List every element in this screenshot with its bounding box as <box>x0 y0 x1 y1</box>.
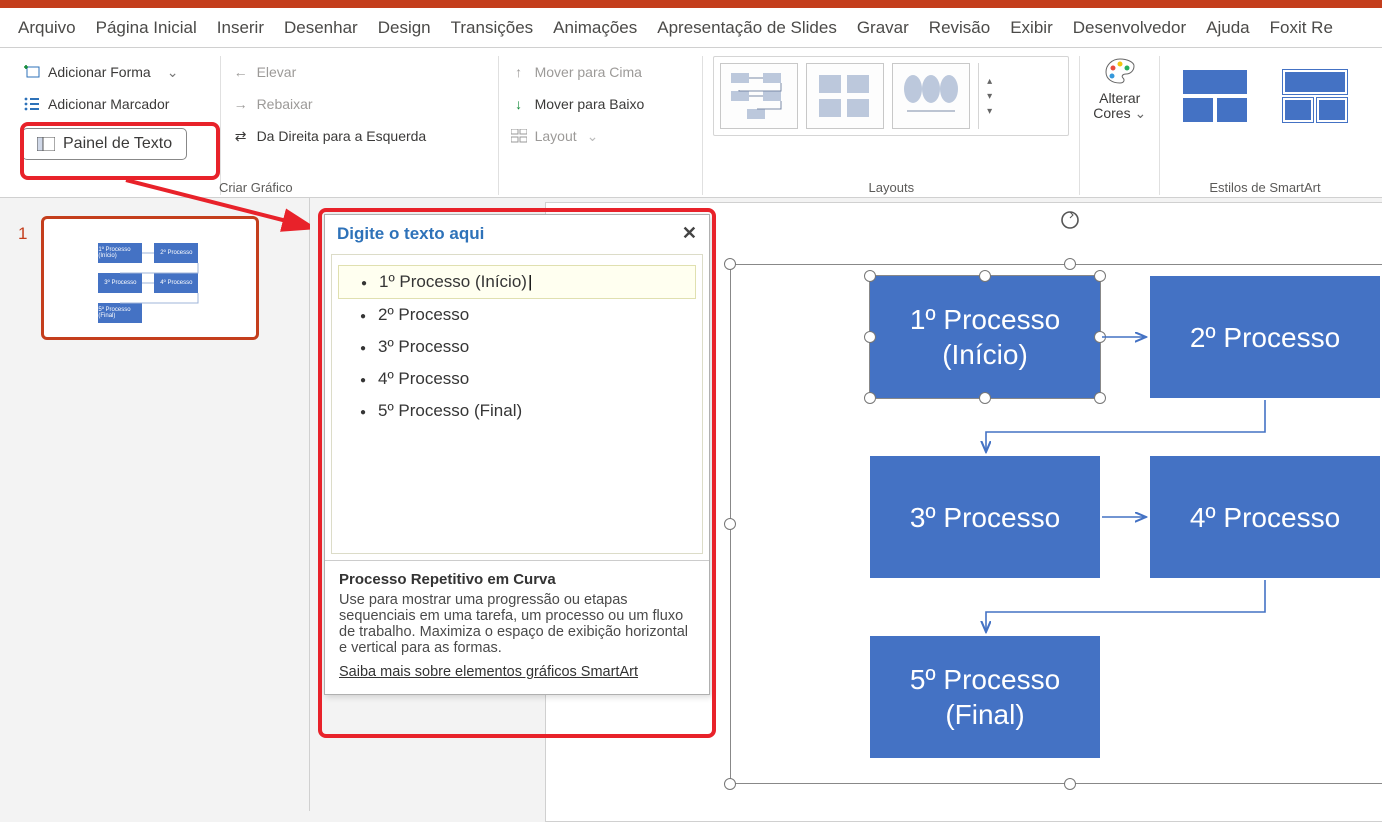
text-pane-info: Processo Repetitivo em Curva Use para mo… <box>325 560 709 694</box>
group-layouts-label: Layouts <box>713 176 1069 195</box>
resize-handle[interactable] <box>1064 778 1076 790</box>
rotate-handle-icon[interactable] <box>1060 210 1080 230</box>
smartart-node[interactable]: 4º Processo <box>1150 456 1380 578</box>
close-icon[interactable]: ✕ <box>682 223 697 244</box>
canvas-area: ▸ Digite o texto aqui ✕ 1º Processo (Iní… <box>310 198 1382 811</box>
resize-handle[interactable] <box>864 392 876 404</box>
tab-desenhar[interactable]: Desenhar <box>274 10 368 46</box>
tab-p-gina-inicial[interactable]: Página Inicial <box>86 10 207 46</box>
styles-gallery[interactable] <box>1170 56 1360 136</box>
layout-thumb[interactable] <box>720 63 798 129</box>
tab-inserir[interactable]: Inserir <box>207 10 274 46</box>
text-pane: Digite o texto aqui ✕ 1º Processo (Iníci… <box>324 214 710 695</box>
rtl-button[interactable]: ⇄ Da Direita para a Esquerda <box>231 120 488 152</box>
change-colors-button[interactable]: Alterar Cores ⌄ <box>1090 56 1149 122</box>
move-up-label: Mover para Cima <box>535 64 642 80</box>
promote-button: ← Elevar <box>231 56 488 88</box>
layout-thumb[interactable] <box>806 63 884 129</box>
demote-button: → Rebaixar <box>231 88 488 120</box>
resize-handle[interactable] <box>979 270 991 282</box>
text-pane-info-title: Processo Repetitivo em Curva <box>339 571 695 588</box>
move-up-button: ↑ Mover para Cima <box>509 56 693 88</box>
arrow-right-icon: → <box>231 96 251 112</box>
tab-revis-o[interactable]: Revisão <box>919 10 1000 46</box>
add-shape-label: Adicionar Forma <box>48 64 151 80</box>
title-bar <box>0 0 1382 8</box>
text-pane-item[interactable]: 4º Processo <box>338 363 696 395</box>
tab-transi-es[interactable]: Transições <box>441 10 544 46</box>
slide-thumbnail[interactable]: 1º Processo (Início) 2º Processo 3º Proc… <box>41 216 259 340</box>
tab-apresenta-o-de-slides[interactable]: Apresentação de Slides <box>647 10 847 46</box>
layout-label: Layout <box>535 128 577 144</box>
resize-handle[interactable] <box>1094 392 1106 404</box>
plus-shape-icon <box>22 63 42 81</box>
smartart-graphic[interactable]: 1º Processo(Início) 2º Processo 3º Process… <box>730 216 1382 796</box>
text-pane-title: Digite o texto aqui <box>337 224 484 244</box>
tab-anima-es[interactable]: Animações <box>543 10 647 46</box>
resize-handle[interactable] <box>1064 258 1076 270</box>
resize-handle[interactable] <box>724 778 736 790</box>
slide-number: 1 <box>18 224 27 244</box>
menu-tabs: ArquivoPágina InicialInserirDesenharDesi… <box>0 8 1382 48</box>
text-pane-item[interactable]: 2º Processo <box>338 299 696 331</box>
tab-design[interactable]: Design <box>368 10 441 46</box>
style-thumb[interactable] <box>1170 56 1260 136</box>
tab-exibir[interactable]: Exibir <box>1000 10 1063 46</box>
layout-icon <box>509 129 529 143</box>
text-pane-item[interactable]: 5º Processo (Final) <box>338 395 696 427</box>
resize-handle[interactable] <box>864 331 876 343</box>
gallery-more-button[interactable]: ▴▾▾ <box>978 63 1000 129</box>
resize-handle[interactable] <box>724 518 736 530</box>
text-pane-icon <box>37 137 55 151</box>
move-down-label: Mover para Baixo <box>535 96 645 112</box>
text-pane-label: Painel de Texto <box>63 135 172 153</box>
chevron-down-icon: ⌄ <box>1134 105 1146 121</box>
tab-desenvolvedor[interactable]: Desenvolvedor <box>1063 10 1196 46</box>
smartart-node[interactable]: 5º Processo(Final) <box>870 636 1100 758</box>
layout-thumb[interactable] <box>892 63 970 129</box>
tab-ajuda[interactable]: Ajuda <box>1196 10 1259 46</box>
chevron-down-icon: ⌄ <box>167 64 179 81</box>
text-pane-button[interactable]: Painel de Texto <box>22 128 187 160</box>
group-styles-label: Estilos de SmartArt <box>1170 176 1360 195</box>
layout-button: Layout ⌄ <box>509 120 693 152</box>
chevron-down-icon: ⌄ <box>587 128 599 145</box>
style-thumb[interactable] <box>1270 56 1360 136</box>
text-pane-item[interactable]: 1º Processo (Início)| <box>338 265 696 299</box>
bullet-list-icon <box>22 95 42 113</box>
ribbon: Adicionar Forma ⌄ Adicionar Marcador Pai… <box>0 48 1382 198</box>
text-pane-info-body: Use para mostrar uma progressão ou etapa… <box>339 592 688 656</box>
arrow-down-icon: ↓ <box>509 96 529 112</box>
tab-foxit-re[interactable]: Foxit Re <box>1260 10 1343 46</box>
text-pane-list: 1º Processo (Início)|2º Processo3º Proce… <box>331 254 703 554</box>
slide-thumbnails-panel: 1 1º Processo (Início) 2º Processo 3º Pr… <box>0 198 310 811</box>
move-down-button[interactable]: ↓ Mover para Baixo <box>509 88 693 120</box>
palette-icon <box>1103 56 1137 86</box>
tab-arquivo[interactable]: Arquivo <box>8 10 86 46</box>
resize-handle[interactable] <box>1094 270 1106 282</box>
resize-handle[interactable] <box>979 392 991 404</box>
resize-handle[interactable] <box>1094 331 1106 343</box>
promote-label: Elevar <box>257 64 297 80</box>
tab-gravar[interactable]: Gravar <box>847 10 919 46</box>
smartart-node[interactable]: 2º Processo <box>1150 276 1380 398</box>
resize-handle[interactable] <box>724 258 736 270</box>
add-bullet-button[interactable]: Adicionar Marcador <box>22 88 210 120</box>
resize-handle[interactable] <box>864 270 876 282</box>
add-bullet-label: Adicionar Marcador <box>48 96 169 112</box>
swap-icon: ⇄ <box>231 128 251 145</box>
text-pane-item[interactable]: 3º Processo <box>338 331 696 363</box>
rtl-label: Da Direita para a Esquerda <box>257 128 427 144</box>
arrow-up-icon: ↑ <box>509 64 529 80</box>
smartart-node[interactable]: 1º Processo(Início) <box>870 276 1100 398</box>
text-pane-info-link[interactable]: Saiba mais sobre elementos gráficos Smar… <box>339 664 695 680</box>
group-create-label: Criar Gráfico <box>12 176 500 195</box>
add-shape-button[interactable]: Adicionar Forma ⌄ <box>22 56 210 88</box>
main-area: 1 1º Processo (Início) 2º Processo 3º Pr… <box>0 198 1382 811</box>
demote-label: Rebaixar <box>257 96 313 112</box>
arrow-left-icon: ← <box>231 64 251 80</box>
smartart-node[interactable]: 3º Processo <box>870 456 1100 578</box>
layouts-gallery[interactable]: ▴▾▾ <box>713 56 1069 136</box>
